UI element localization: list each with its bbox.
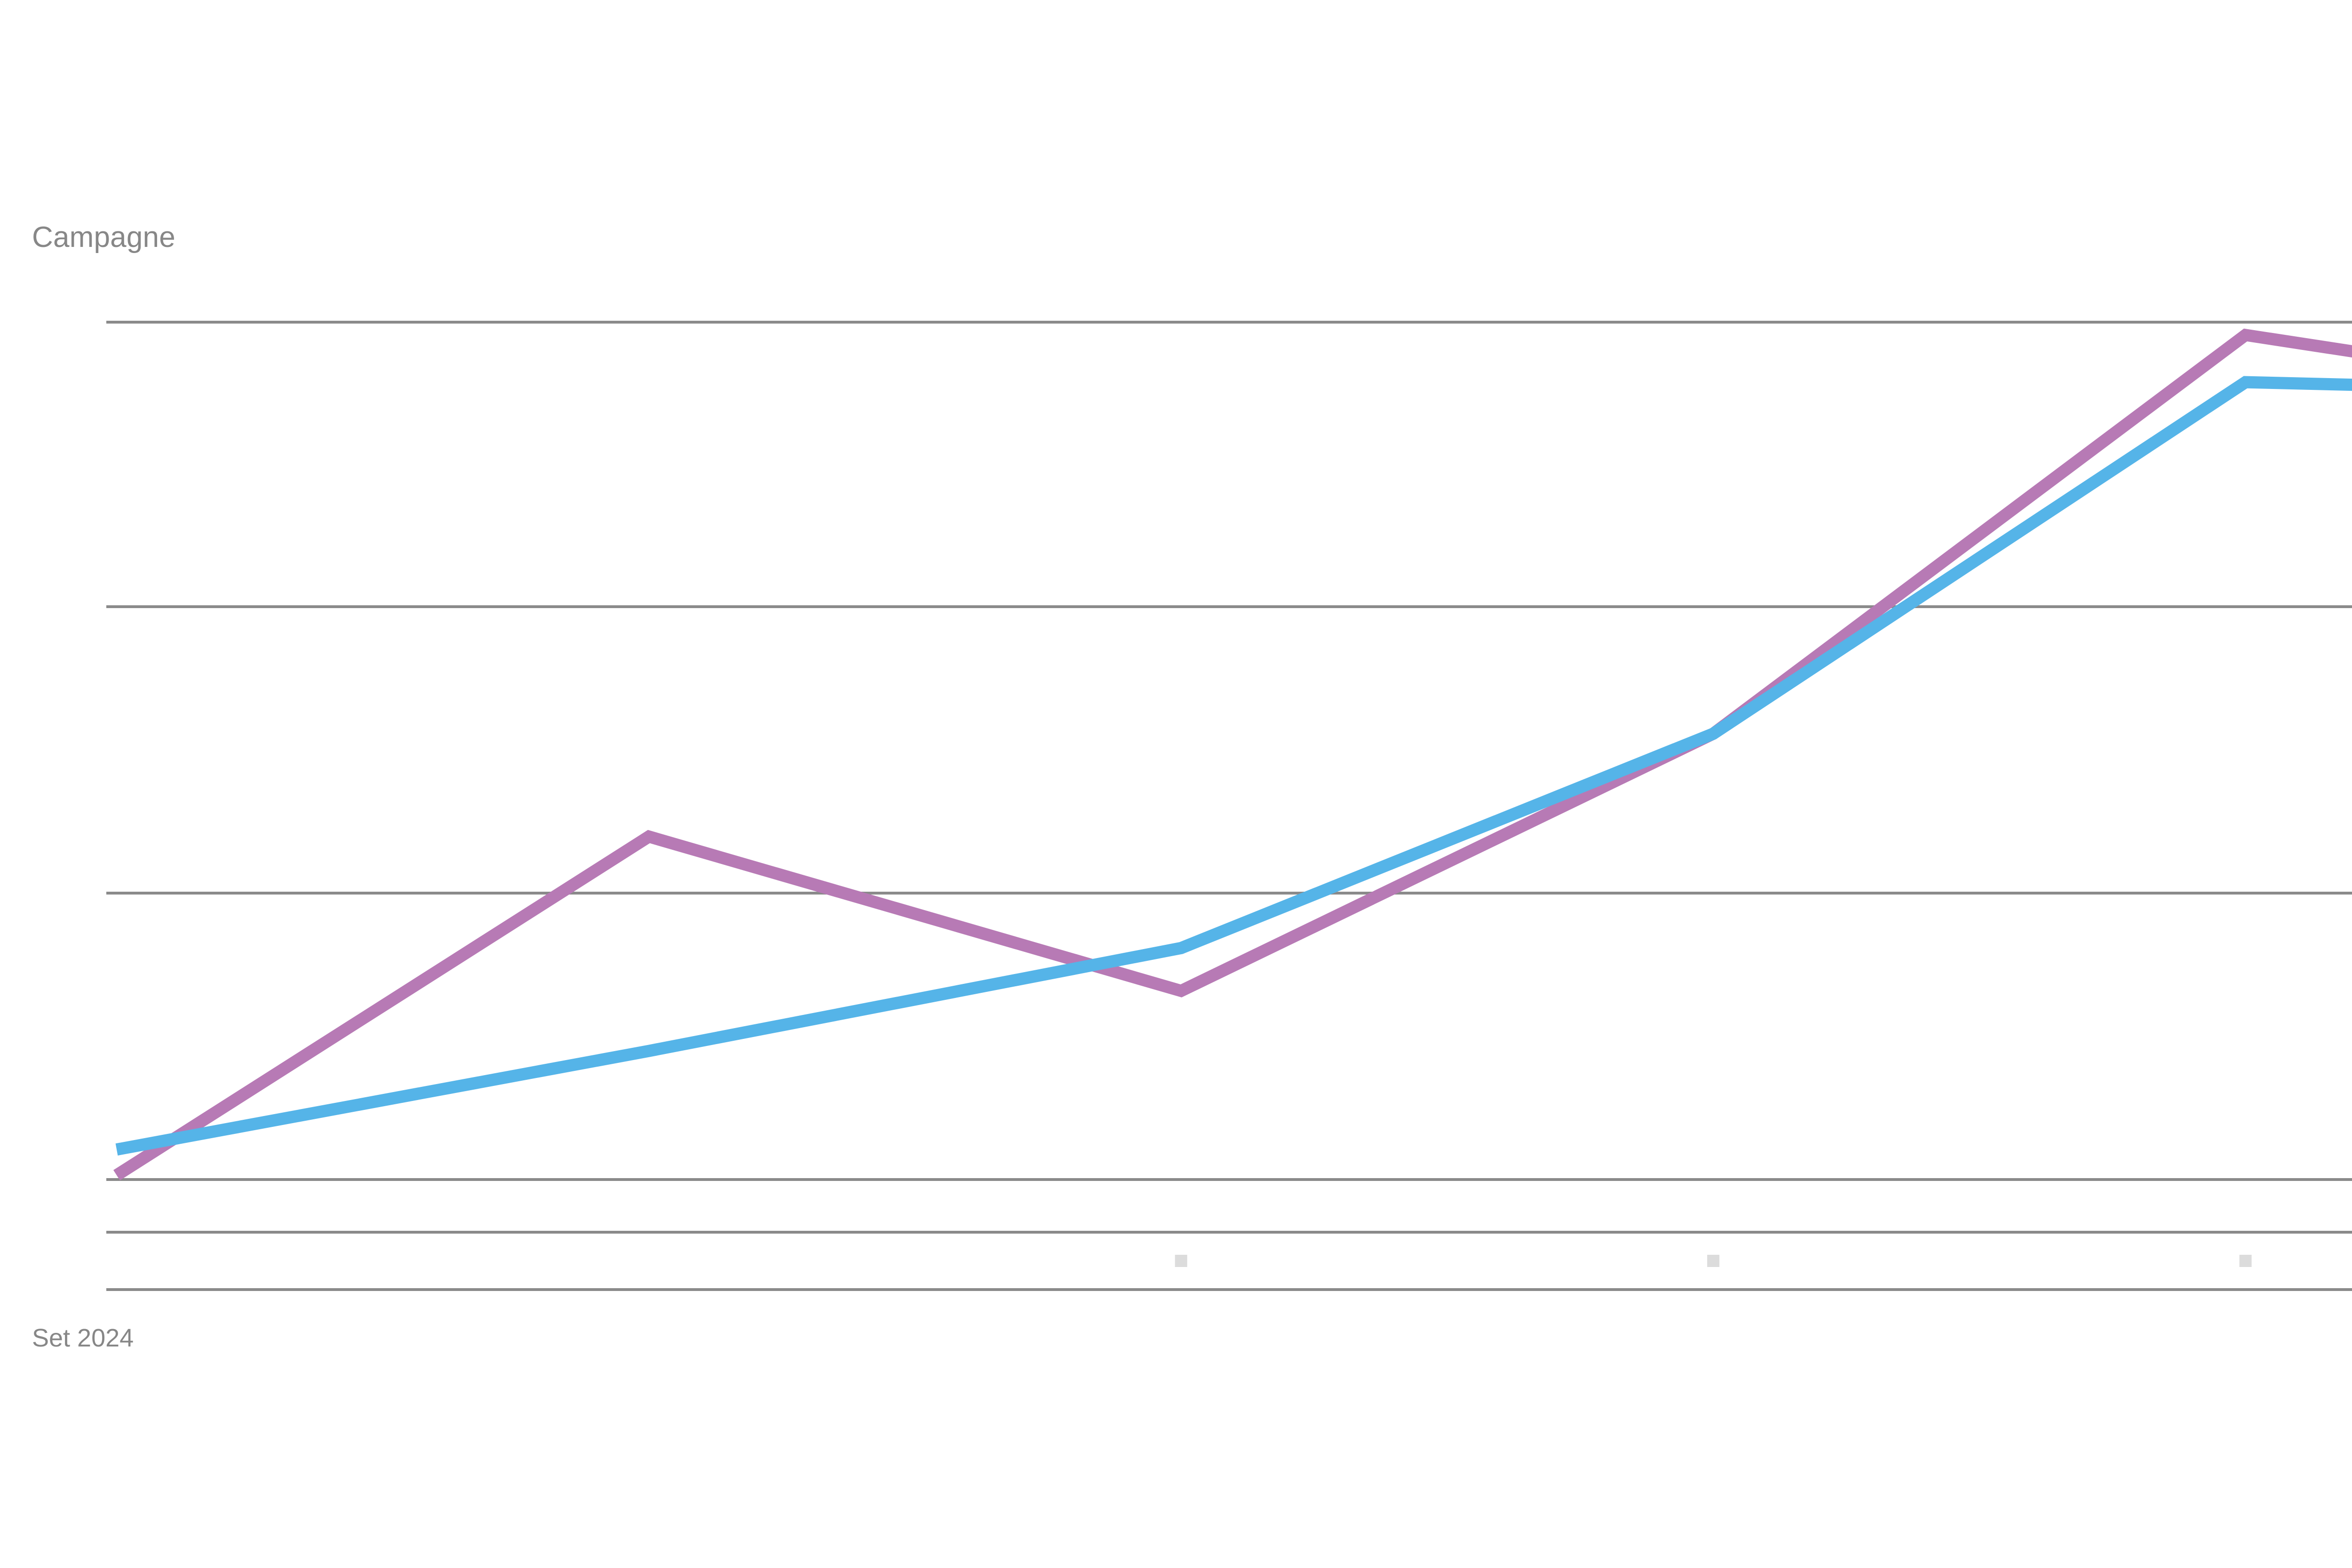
tick-markers-group (1175, 1255, 2252, 1267)
x-tick-marker (1707, 1255, 1720, 1267)
x-tick-marker (2239, 1255, 2252, 1267)
page-title: Campagne (32, 221, 175, 253)
x-axis-start-label: Set 2024 (32, 1324, 134, 1352)
series-line-conversioni[interactable] (113, 328, 2352, 1180)
x-axis-labels: Set 2024 Feb 2025 (0, 1317, 2352, 1359)
gridlines-group (106, 321, 2352, 1291)
chart-header: Campagne ConversioniCTR (0, 202, 2352, 273)
series-line-ctr[interactable] (115, 376, 2352, 1156)
x-tick-marker (1175, 1255, 1187, 1267)
series-group (113, 328, 2352, 1180)
